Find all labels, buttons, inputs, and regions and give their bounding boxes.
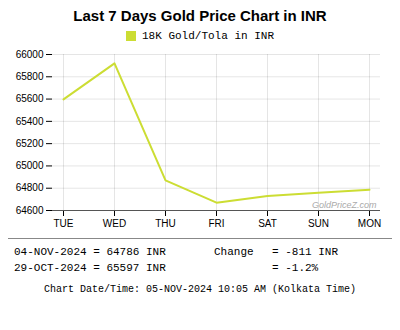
- svg-text:65600: 65600: [16, 93, 44, 104]
- svg-text:GoldPriceZ.com: GoldPriceZ.com: [312, 200, 377, 210]
- svg-text:SAT: SAT: [258, 218, 277, 229]
- svg-text:65400: 65400: [16, 116, 44, 127]
- svg-text:65200: 65200: [16, 138, 44, 149]
- svg-text:SUN: SUN: [308, 218, 329, 229]
- svg-text:THU: THU: [155, 218, 176, 229]
- svg-text:66000: 66000: [16, 49, 44, 60]
- svg-text:TUE: TUE: [54, 218, 74, 229]
- html-text:18K Gold/Tola in INR: 18K Gold/Tola in INR: [142, 30, 274, 42]
- svg-text:WED: WED: [103, 218, 126, 229]
- svg-text:65800: 65800: [16, 71, 44, 82]
- svg-text:FRI: FRI: [208, 218, 224, 229]
- html-text:= -811 INR: = -811 INR: [272, 246, 338, 258]
- svg-text:64600: 64600: [16, 205, 44, 216]
- html-text:Last 7 Days Gold Price Chart i: Last 7 Days Gold Price Chart in INR: [73, 7, 327, 24]
- svg-text:MON: MON: [358, 218, 381, 229]
- svg-text:65000: 65000: [16, 160, 44, 171]
- html-text:Change: Change: [214, 246, 254, 258]
- svg-text:64800: 64800: [16, 182, 44, 193]
- html-text:04-NOV-2024 = 64786 INR: 04-NOV-2024 = 64786 INR: [14, 246, 166, 258]
- html-text:Chart Date/Time: 05-NOV-2024 1: Chart Date/Time: 05-NOV-2024 10:05 AM (K…: [44, 284, 356, 295]
- html-text:= -1.2%: = -1.2%: [272, 262, 319, 274]
- html-text:29-OCT-2024 = 65597 INR: 29-OCT-2024 = 65597 INR: [14, 262, 166, 274]
